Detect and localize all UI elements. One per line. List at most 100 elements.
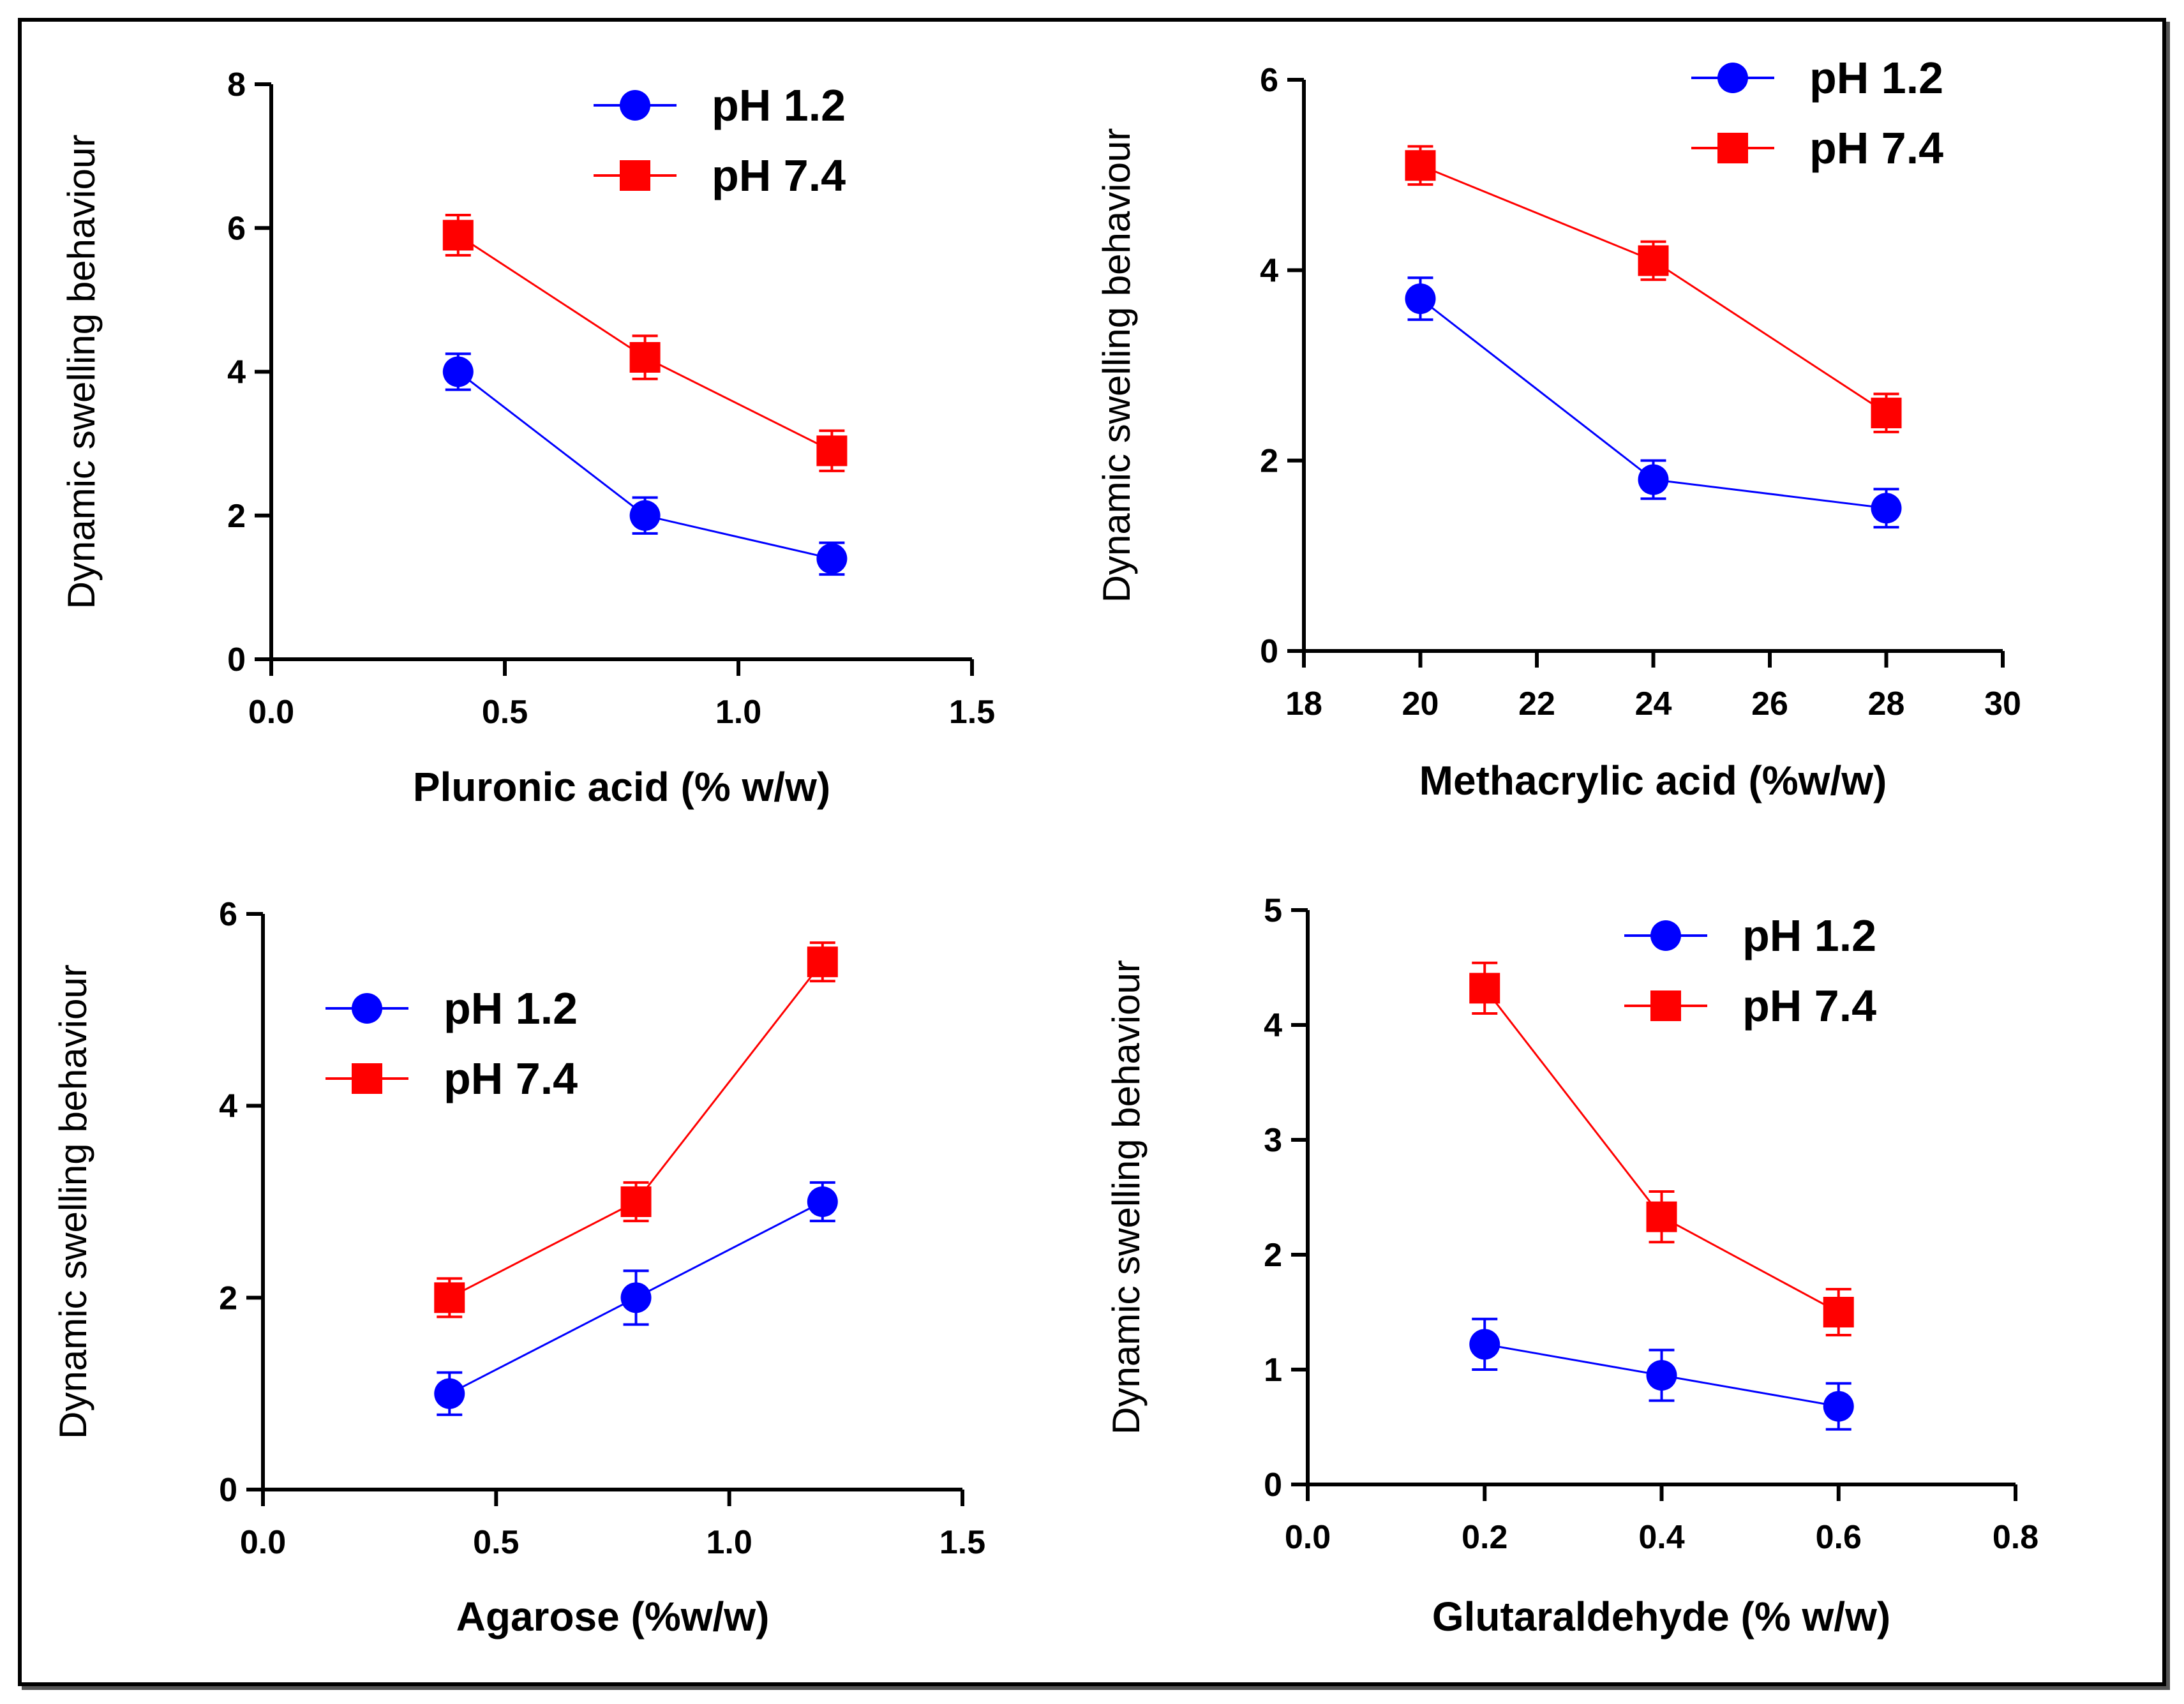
data-point <box>807 946 838 978</box>
data-point <box>816 543 848 574</box>
y-tick-label: 5 <box>1264 892 1282 929</box>
data-point <box>1823 1297 1854 1327</box>
x-tick-label: 0.4 <box>1638 1519 1684 1556</box>
x-tick-label: 28 <box>1868 685 1905 722</box>
data-point <box>1469 1329 1500 1360</box>
x-tick-label: 0.8 <box>1993 1519 2038 1556</box>
data-point <box>1469 973 1500 1004</box>
x-tick-label: 26 <box>1751 685 1788 722</box>
data-point <box>1823 1391 1854 1422</box>
legend: pH 1.2 pH 7.4 <box>325 983 578 1103</box>
legend-marker <box>1650 990 1681 1021</box>
series-ph-1-2 <box>442 352 848 576</box>
series-ph-7-4 <box>434 941 838 1319</box>
x-tick-label: 0.0 <box>1285 1519 1331 1556</box>
x-tick-label: 1.5 <box>939 1524 985 1561</box>
x-tick-label: 0.5 <box>473 1524 519 1561</box>
legend: pH 1.2 pH 7.4 <box>1691 53 1943 173</box>
data-point <box>620 1282 652 1313</box>
data-point <box>1871 398 1902 429</box>
x-axis-label: Glutaraldehyde (% w/w) <box>1432 1594 1890 1640</box>
x-axis-label: Methacrylic acid (%w/w) <box>1419 758 1887 803</box>
x-tick-label: 0.0 <box>248 694 294 731</box>
y-tick-label: 0 <box>219 1472 237 1509</box>
data-point <box>1638 245 1669 276</box>
y-tick-label: 2 <box>1264 1237 1282 1274</box>
data-point <box>629 341 661 373</box>
y-tick-label: 4 <box>227 354 246 391</box>
y-axis-label: Dynamic swelling behaviour <box>1095 128 1138 603</box>
legend-label: pH 1.2 <box>444 983 578 1033</box>
legend-label: pH 7.4 <box>712 151 846 200</box>
chart-panel-3: 0 2 4 6 0.0 0.5 1.0 1.5 Agarose (%w/w) Dynamic sw… <box>52 896 985 1640</box>
legend: pH 1.2 pH 7.4 <box>1624 911 1876 1031</box>
y-axis-label: Dynamic swelling behaviour <box>1105 960 1148 1435</box>
x-tick-label: 1.0 <box>707 1524 752 1561</box>
data-point <box>1405 150 1436 181</box>
legend-label: pH 1.2 <box>712 80 846 130</box>
data-point <box>434 1282 465 1313</box>
chart-panel-4: 0 1 2 3 4 5 0.0 0.2 0.4 0.6 0.8 Glutaraldehyde (% w… <box>1105 892 2038 1640</box>
data-point <box>1638 464 1669 495</box>
y-tick-label: 2 <box>219 1280 237 1317</box>
x-tick-label: 1.5 <box>949 694 995 731</box>
data-point <box>1871 493 1902 524</box>
series-ph-7-4 <box>442 213 848 472</box>
legend-label: pH 1.2 <box>1742 911 1876 960</box>
y-axis-label: Dynamic swelling behaviour <box>60 135 103 609</box>
data-point <box>807 1186 838 1217</box>
y-axis-label: Dynamic swelling behaviour <box>52 964 94 1439</box>
legend-label: pH 7.4 <box>444 1054 578 1103</box>
series-ph-1-2 <box>434 1181 838 1416</box>
legend-marker <box>352 1063 382 1094</box>
x-tick-label: 30 <box>1984 685 2021 722</box>
legend-marker <box>1650 920 1681 951</box>
series-ph-7-4 <box>1469 961 1854 1336</box>
legend-marker <box>620 160 650 191</box>
y-tick-label: 6 <box>219 896 237 933</box>
legend-label: pH 7.4 <box>1742 981 1876 1031</box>
legend-marker <box>1717 133 1748 163</box>
y-tick-label: 2 <box>1260 443 1278 480</box>
data-point <box>1646 1201 1677 1232</box>
data-point <box>629 500 661 531</box>
legend: pH 1.2 pH 7.4 <box>594 80 846 200</box>
x-axis-label: Pluronic acid (% w/w) <box>413 764 830 810</box>
y-tick-label: 4 <box>1260 252 1278 289</box>
chart-panel-1: 0 2 4 6 8 0.0 0.5 1.0 1.5 Pluronic acid (% w/w) Dy… <box>60 66 995 810</box>
x-tick-label: 0.6 <box>1816 1519 1862 1556</box>
x-tick-label: 1.0 <box>715 694 761 731</box>
data-point <box>442 356 474 387</box>
y-tick-label: 2 <box>227 498 246 535</box>
y-tick-label: 0 <box>227 641 246 678</box>
data-point <box>442 220 474 251</box>
legend-marker <box>352 993 382 1024</box>
series-ph-1-2 <box>1405 276 1902 529</box>
data-point <box>434 1378 465 1409</box>
figure-frame <box>18 18 2166 1686</box>
x-tick-label: 24 <box>1635 685 1672 722</box>
y-tick-label: 4 <box>219 1088 237 1125</box>
y-tick-label: 1 <box>1264 1352 1282 1389</box>
legend-marker <box>620 90 650 121</box>
x-tick-label: 20 <box>1402 685 1439 722</box>
y-tick-label: 0 <box>1264 1467 1282 1504</box>
series-ph-1-2 <box>1469 1317 1854 1431</box>
y-tick-label: 3 <box>1264 1122 1282 1159</box>
data-point <box>1405 283 1436 315</box>
data-point <box>816 435 848 467</box>
series-line <box>1419 164 1887 414</box>
series-line <box>1484 987 1839 1313</box>
y-tick-label: 6 <box>227 210 246 247</box>
series-ph-7-4 <box>1405 145 1902 433</box>
data-point <box>1646 1360 1677 1391</box>
x-tick-label: 22 <box>1518 685 1555 722</box>
y-tick-label: 8 <box>227 66 246 103</box>
legend-label: pH 7.4 <box>1809 123 1943 173</box>
legend-marker <box>1717 63 1748 93</box>
legend-label: pH 1.2 <box>1809 53 1943 103</box>
y-tick-label: 4 <box>1264 1007 1282 1044</box>
x-tick-label: 0.5 <box>482 694 528 731</box>
y-tick-label: 6 <box>1260 62 1278 99</box>
